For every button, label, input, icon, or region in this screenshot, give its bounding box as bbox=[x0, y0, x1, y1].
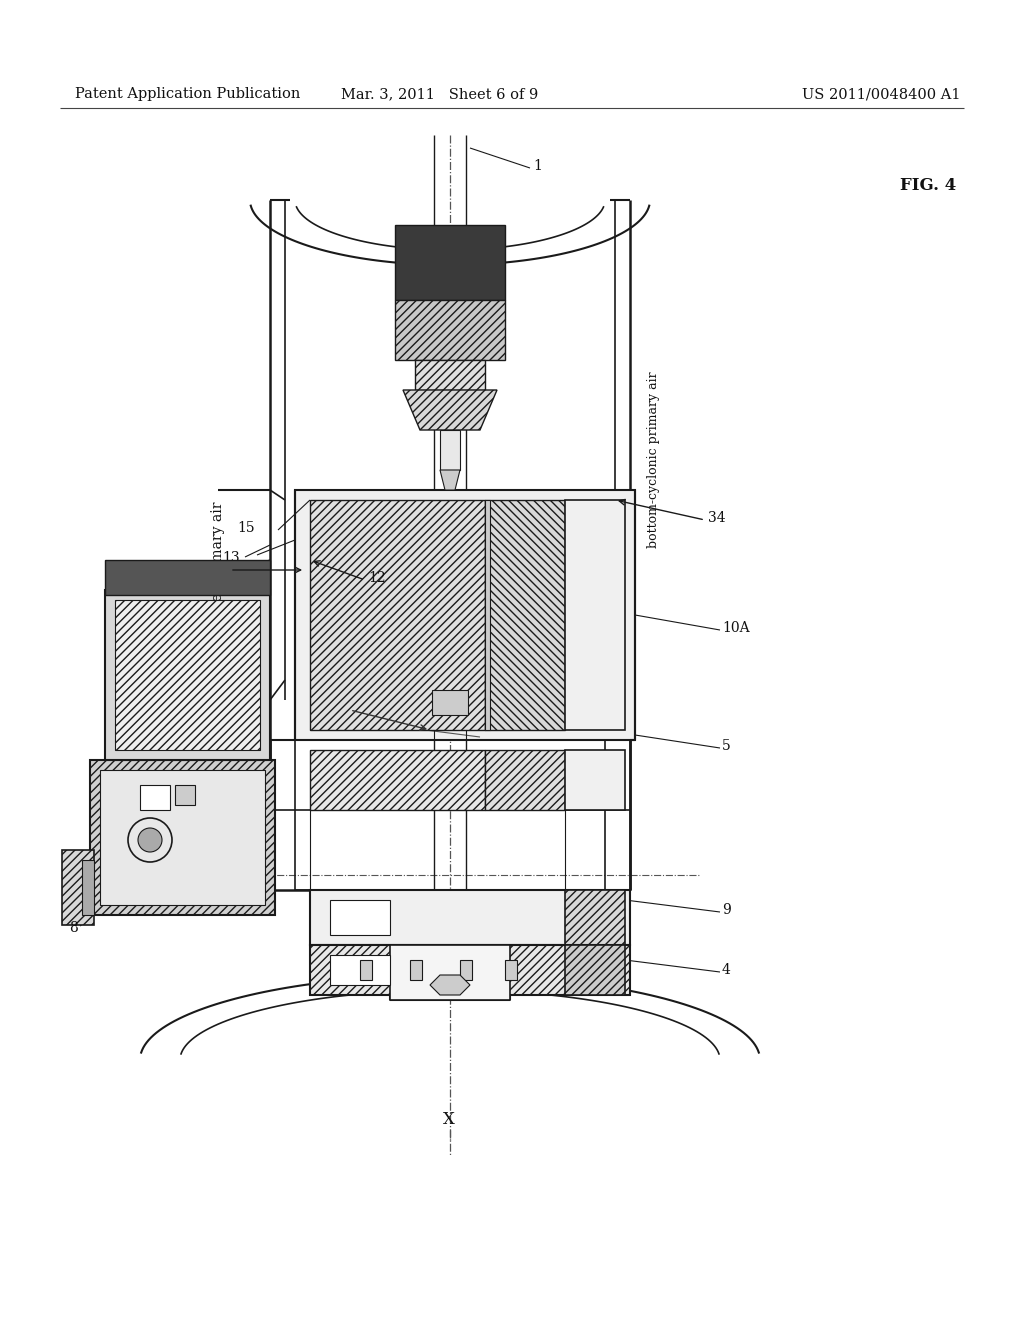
Text: 15: 15 bbox=[238, 521, 255, 535]
Bar bbox=[105, 560, 270, 595]
Bar bbox=[565, 890, 625, 945]
Text: 9: 9 bbox=[722, 903, 731, 917]
Bar bbox=[310, 500, 485, 730]
Text: 12: 12 bbox=[368, 572, 386, 585]
Text: X: X bbox=[443, 1111, 455, 1129]
Bar bbox=[395, 300, 505, 360]
Text: FIG. 4: FIG. 4 bbox=[900, 177, 956, 194]
Bar bbox=[175, 785, 195, 805]
Bar bbox=[410, 960, 422, 979]
Bar bbox=[100, 770, 265, 906]
Circle shape bbox=[138, 828, 162, 851]
Bar bbox=[565, 945, 625, 995]
Bar bbox=[360, 960, 372, 979]
Bar bbox=[415, 360, 485, 389]
Text: Patent Application Publication: Patent Application Publication bbox=[75, 87, 300, 102]
Bar bbox=[330, 900, 390, 935]
Text: upper primary air: upper primary air bbox=[211, 502, 225, 628]
Polygon shape bbox=[430, 975, 470, 995]
Bar bbox=[485, 750, 565, 810]
Bar bbox=[505, 960, 517, 979]
Text: 34: 34 bbox=[708, 511, 726, 525]
Bar bbox=[310, 750, 485, 810]
Text: 13: 13 bbox=[222, 550, 240, 565]
Bar bbox=[395, 224, 505, 300]
Text: US 2011/0048400 A1: US 2011/0048400 A1 bbox=[802, 87, 961, 102]
Bar bbox=[115, 601, 260, 750]
Bar bbox=[140, 785, 170, 810]
Bar bbox=[565, 500, 625, 730]
Text: 1: 1 bbox=[534, 158, 542, 173]
Text: bottom-cyclonic primary air: bottom-cyclonic primary air bbox=[646, 372, 659, 548]
Bar bbox=[432, 690, 468, 715]
Bar bbox=[330, 954, 390, 985]
Bar bbox=[485, 500, 490, 730]
Bar bbox=[105, 590, 270, 760]
Text: 14: 14 bbox=[164, 572, 182, 585]
Bar bbox=[565, 750, 625, 810]
Polygon shape bbox=[440, 470, 460, 490]
Bar bbox=[460, 960, 472, 979]
Text: 5: 5 bbox=[722, 739, 731, 752]
Bar bbox=[310, 890, 630, 945]
Bar bbox=[82, 861, 94, 915]
Bar bbox=[295, 490, 635, 741]
Bar bbox=[90, 760, 275, 915]
Bar bbox=[390, 945, 510, 1001]
Text: 8: 8 bbox=[70, 921, 78, 935]
Text: 10A: 10A bbox=[722, 620, 750, 635]
Bar bbox=[310, 945, 630, 995]
Bar bbox=[485, 500, 565, 730]
Text: Mar. 3, 2011   Sheet 6 of 9: Mar. 3, 2011 Sheet 6 of 9 bbox=[341, 87, 539, 102]
Bar bbox=[440, 430, 460, 470]
Bar bbox=[62, 850, 94, 925]
Polygon shape bbox=[403, 389, 497, 430]
Text: 4: 4 bbox=[722, 964, 731, 977]
